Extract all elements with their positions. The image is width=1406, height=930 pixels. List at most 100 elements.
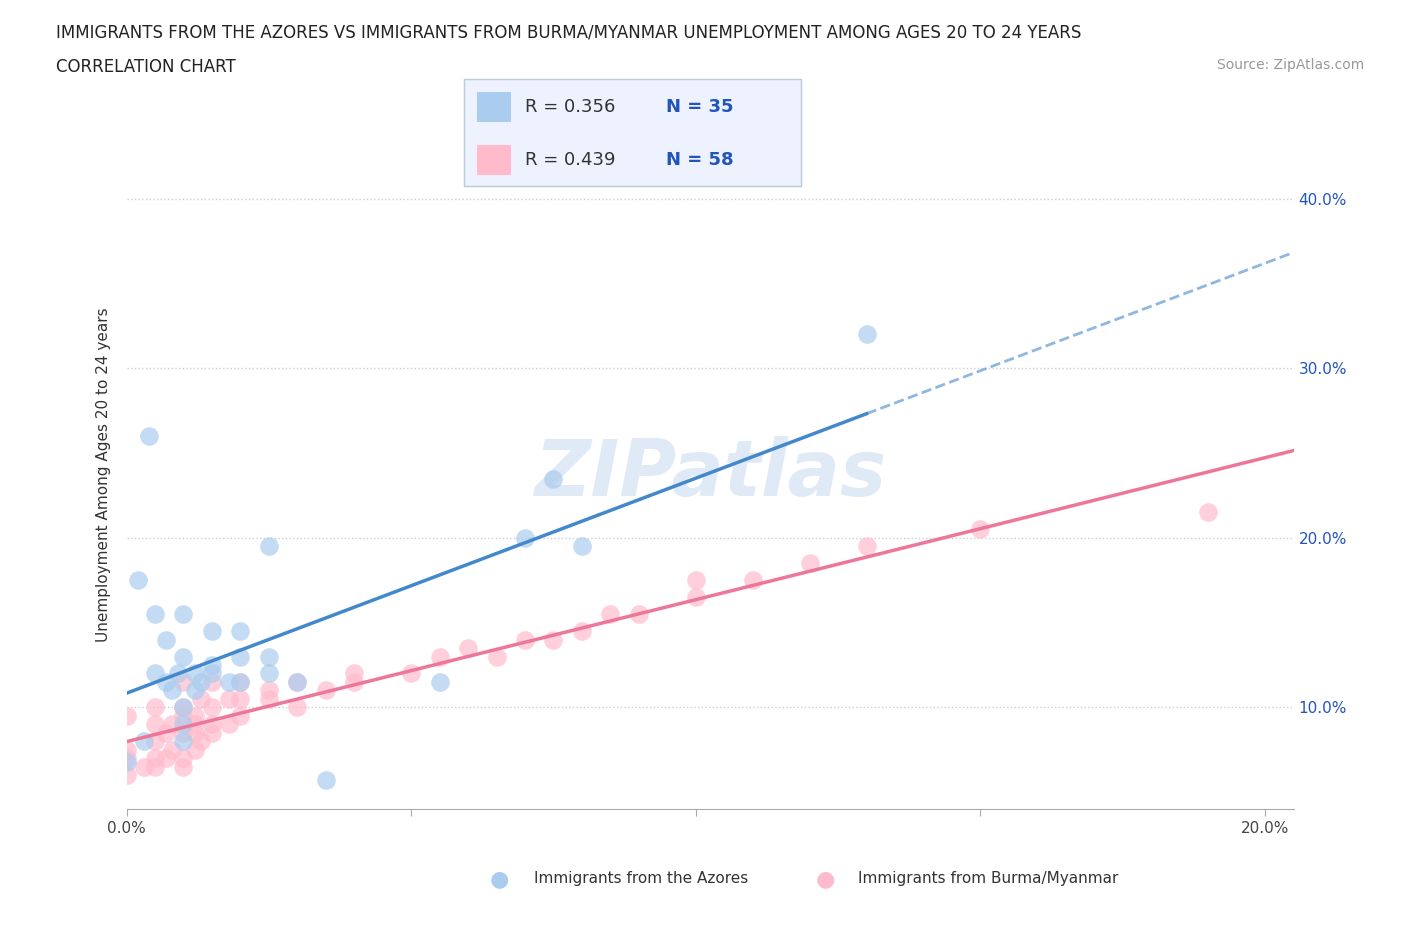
Point bbox=[257, 692, 280, 707]
Point bbox=[315, 773, 337, 788]
Point bbox=[132, 759, 155, 774]
Point bbox=[513, 632, 536, 647]
Point bbox=[143, 734, 166, 749]
Point bbox=[429, 674, 451, 689]
Text: Immigrants from the Azores: Immigrants from the Azores bbox=[534, 871, 748, 886]
Point bbox=[571, 538, 593, 553]
Point bbox=[201, 700, 224, 715]
Point bbox=[969, 522, 991, 537]
Point bbox=[218, 692, 240, 707]
Point bbox=[143, 759, 166, 774]
Point bbox=[685, 573, 707, 588]
Point bbox=[257, 649, 280, 664]
Point bbox=[143, 606, 166, 621]
Point bbox=[229, 674, 252, 689]
Point bbox=[184, 725, 207, 740]
Point bbox=[115, 751, 138, 765]
Point bbox=[160, 742, 183, 757]
Point bbox=[115, 742, 138, 757]
Point bbox=[190, 692, 212, 707]
Point bbox=[132, 734, 155, 749]
Point bbox=[172, 759, 194, 774]
Point bbox=[627, 606, 650, 621]
Point bbox=[172, 700, 194, 715]
Point bbox=[166, 666, 188, 681]
Point bbox=[285, 674, 308, 689]
Point bbox=[201, 674, 224, 689]
Point bbox=[343, 666, 366, 681]
Point bbox=[155, 725, 177, 740]
Point bbox=[127, 573, 149, 588]
Point bbox=[184, 709, 207, 724]
Point bbox=[257, 666, 280, 681]
Point bbox=[218, 674, 240, 689]
Point bbox=[513, 530, 536, 545]
Point bbox=[429, 649, 451, 664]
Point bbox=[138, 429, 160, 444]
Point bbox=[115, 754, 138, 769]
Text: IMMIGRANTS FROM THE AZORES VS IMMIGRANTS FROM BURMA/MYANMAR UNEMPLOYMENT AMONG A: IMMIGRANTS FROM THE AZORES VS IMMIGRANTS… bbox=[56, 23, 1081, 41]
Point bbox=[172, 717, 194, 732]
Point bbox=[399, 666, 422, 681]
Point bbox=[172, 700, 194, 715]
Point bbox=[115, 768, 138, 783]
Point bbox=[184, 683, 207, 698]
Point bbox=[457, 641, 479, 656]
Point bbox=[143, 700, 166, 715]
Point bbox=[543, 632, 565, 647]
Point bbox=[257, 683, 280, 698]
Point bbox=[599, 606, 621, 621]
Text: R = 0.356: R = 0.356 bbox=[524, 98, 614, 116]
Point bbox=[257, 538, 280, 553]
Point bbox=[184, 717, 207, 732]
Point bbox=[172, 674, 194, 689]
Point bbox=[184, 742, 207, 757]
Text: R = 0.439: R = 0.439 bbox=[524, 152, 616, 169]
Point bbox=[229, 709, 252, 724]
Point bbox=[172, 725, 194, 740]
Point bbox=[155, 632, 177, 647]
Point bbox=[172, 649, 194, 664]
Bar bbox=[478, 92, 512, 122]
Point bbox=[160, 683, 183, 698]
Point bbox=[315, 683, 337, 698]
Point bbox=[229, 674, 252, 689]
Point bbox=[201, 666, 224, 681]
Point bbox=[190, 734, 212, 749]
Point bbox=[685, 590, 707, 604]
Point bbox=[218, 717, 240, 732]
Point bbox=[741, 573, 763, 588]
Point bbox=[172, 751, 194, 765]
Point bbox=[184, 666, 207, 681]
Text: CORRELATION CHART: CORRELATION CHART bbox=[56, 58, 236, 75]
Point bbox=[485, 649, 508, 664]
Point bbox=[229, 649, 252, 664]
Text: ●: ● bbox=[815, 869, 835, 889]
Text: ZIPatlas: ZIPatlas bbox=[534, 436, 886, 512]
Y-axis label: Unemployment Among Ages 20 to 24 years: Unemployment Among Ages 20 to 24 years bbox=[96, 307, 111, 642]
Text: Immigrants from Burma/Myanmar: Immigrants from Burma/Myanmar bbox=[858, 871, 1118, 886]
Bar bbox=[478, 145, 512, 175]
Point bbox=[855, 538, 877, 553]
Text: ●: ● bbox=[489, 869, 509, 889]
Point bbox=[143, 717, 166, 732]
Point bbox=[229, 692, 252, 707]
Point bbox=[201, 658, 224, 672]
Point bbox=[1197, 505, 1219, 520]
Point bbox=[543, 472, 565, 486]
Text: N = 35: N = 35 bbox=[666, 98, 734, 116]
Point bbox=[799, 556, 821, 571]
Point bbox=[201, 624, 224, 639]
Point bbox=[571, 624, 593, 639]
Point bbox=[190, 674, 212, 689]
Point bbox=[143, 751, 166, 765]
Point bbox=[172, 606, 194, 621]
Point bbox=[201, 717, 224, 732]
Point bbox=[285, 674, 308, 689]
Point bbox=[172, 734, 194, 749]
Point bbox=[343, 674, 366, 689]
Point bbox=[160, 717, 183, 732]
Point bbox=[201, 725, 224, 740]
Point bbox=[855, 327, 877, 342]
Text: Source: ZipAtlas.com: Source: ZipAtlas.com bbox=[1216, 58, 1364, 72]
